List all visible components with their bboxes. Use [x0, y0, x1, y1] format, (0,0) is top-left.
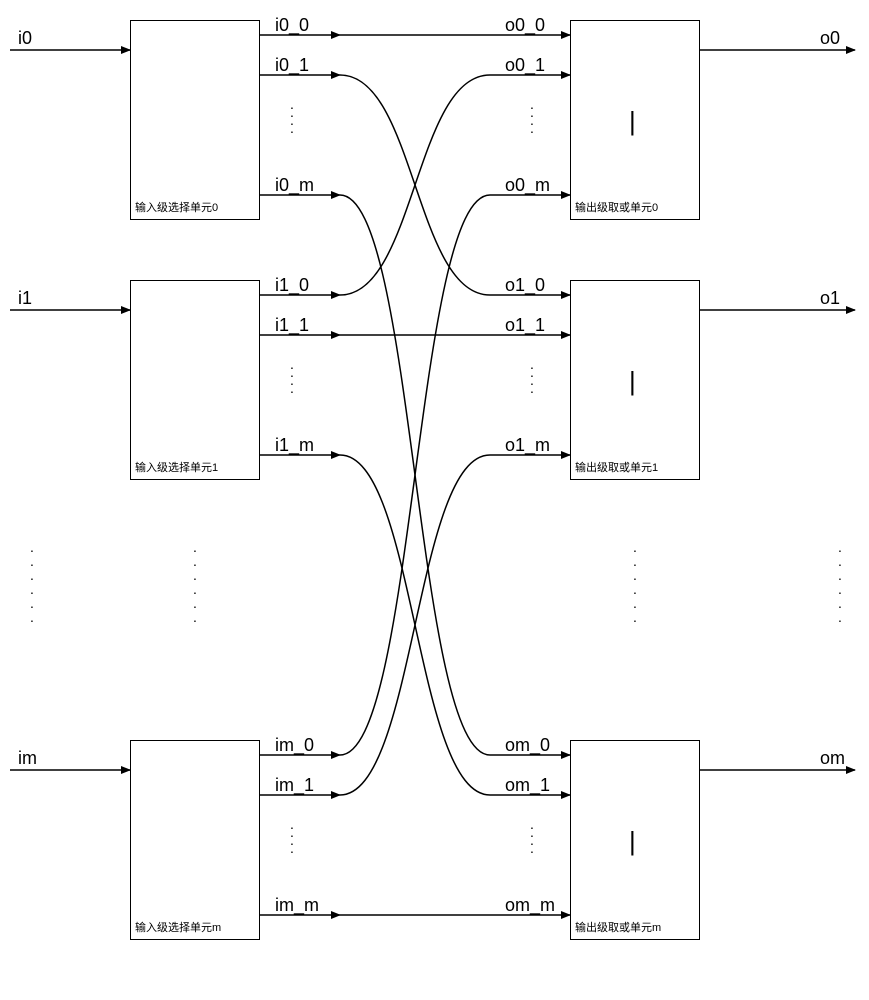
signal-label: im_m — [275, 895, 319, 916]
ellipsis-icon: .... — [530, 100, 534, 132]
output-or-unit-0: | 输出级取或单元0 — [570, 20, 700, 220]
or-symbol: | — [629, 366, 636, 397]
signal-label: im_0 — [275, 735, 314, 756]
output-or-unit-1: | 输出级取或单元1 — [570, 280, 700, 480]
box-label: 输出级取或单元0 — [575, 199, 658, 215]
ellipsis-icon: ...... — [30, 540, 34, 624]
signal-label: i1_1 — [275, 315, 309, 336]
signal-label: o0_1 — [505, 55, 545, 76]
input-select-unit-m: 输入级选择单元m — [130, 740, 260, 940]
signal-label: o0_m — [505, 175, 550, 196]
box-label: 输入级选择单元1 — [135, 459, 218, 475]
signal-label: o1_0 — [505, 275, 545, 296]
signal-label: i0_1 — [275, 55, 309, 76]
signal-label: i0 — [18, 28, 32, 49]
signal-label: i1_m — [275, 435, 314, 456]
signal-label: o0_0 — [505, 15, 545, 36]
ellipsis-icon: .... — [530, 360, 534, 392]
input-select-unit-0: 输入级选择单元0 — [130, 20, 260, 220]
ellipsis-icon: ...... — [633, 540, 637, 624]
box-label: 输入级选择单元m — [135, 919, 221, 935]
signal-label: o1_m — [505, 435, 550, 456]
signal-label: om_m — [505, 895, 555, 916]
ellipsis-icon: .... — [530, 820, 534, 852]
signal-label: o1 — [820, 288, 840, 309]
ellipsis-icon: .... — [290, 360, 294, 392]
input-select-unit-1: 输入级选择单元1 — [130, 280, 260, 480]
diagram-canvas: 输入级选择单元0 输入级选择单元1 输入级选择单元m | 输出级取或单元0 | … — [0, 0, 869, 1000]
ellipsis-icon: ...... — [193, 540, 197, 624]
or-symbol: | — [629, 826, 636, 857]
ellipsis-icon: .... — [290, 100, 294, 132]
signal-label: i1 — [18, 288, 32, 309]
signal-label: om_1 — [505, 775, 550, 796]
ellipsis-icon: ...... — [838, 540, 842, 624]
box-label: 输入级选择单元0 — [135, 199, 218, 215]
or-symbol: | — [629, 106, 636, 137]
ellipsis-icon: .... — [290, 820, 294, 852]
signal-label: om — [820, 748, 845, 769]
signal-label: om_0 — [505, 735, 550, 756]
signal-label: o0 — [820, 28, 840, 49]
output-or-unit-m: | 输出级取或单元m — [570, 740, 700, 940]
signal-label: i0_m — [275, 175, 314, 196]
signal-label: i1_0 — [275, 275, 309, 296]
signal-label: im — [18, 748, 37, 769]
box-label: 输出级取或单元1 — [575, 459, 658, 475]
box-label: 输出级取或单元m — [575, 919, 661, 935]
signal-label: o1_1 — [505, 315, 545, 336]
signal-label: im_1 — [275, 775, 314, 796]
signal-label: i0_0 — [275, 15, 309, 36]
